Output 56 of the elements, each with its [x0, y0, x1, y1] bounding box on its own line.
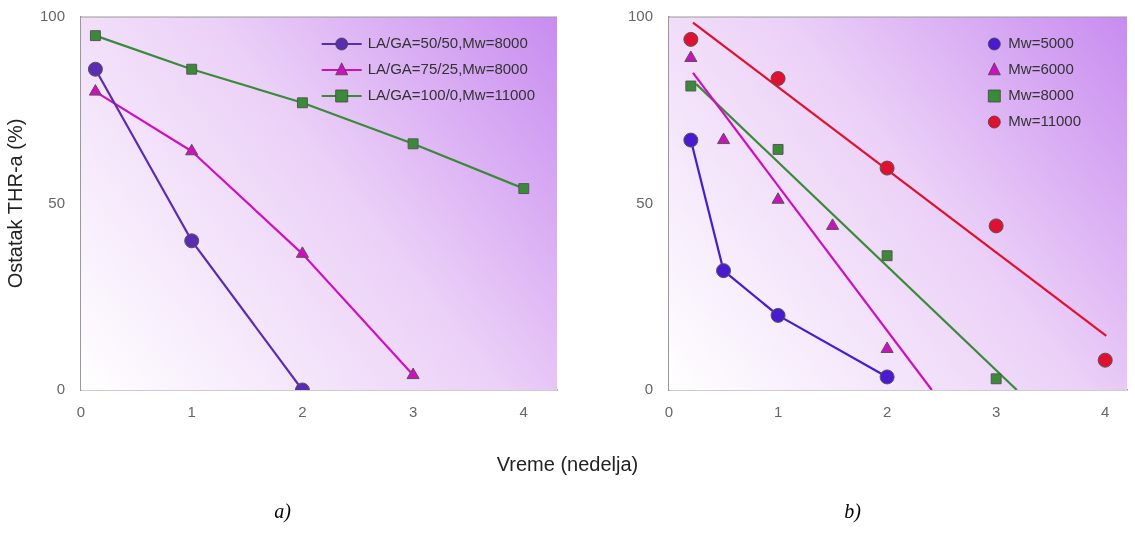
- x-tick-label: 3: [991, 403, 1001, 421]
- y-tick-label: 50: [636, 193, 654, 211]
- y-axis-title: Ostatak THR-a (%): [3, 118, 26, 289]
- point: [186, 63, 198, 75]
- x-tick-label: 0: [76, 403, 86, 421]
- legend-label: Mw=6000: [1008, 60, 1074, 78]
- x-axis-title: Vreme (nedelja): [495, 453, 640, 476]
- point: [407, 138, 419, 150]
- y-tick-label: 50: [48, 193, 66, 211]
- y-tick-label: 0: [644, 380, 654, 398]
- point: [988, 218, 1004, 234]
- point: [770, 71, 786, 87]
- x-tick-label: 1: [773, 403, 783, 421]
- point: [684, 50, 698, 63]
- legend-label: Mw=5000: [1008, 34, 1074, 52]
- legend-label: Mw=11000: [1008, 112, 1081, 130]
- text: a): [273, 500, 292, 523]
- point: [87, 61, 103, 77]
- point: [770, 307, 786, 323]
- point: [185, 143, 199, 156]
- point: [184, 233, 200, 249]
- point: [879, 160, 895, 176]
- x-tick-label: 2: [882, 403, 892, 421]
- point: [826, 218, 840, 230]
- point: [88, 84, 102, 96]
- point: [990, 373, 1002, 385]
- point: [1097, 352, 1113, 368]
- x-tick-label: 4: [519, 403, 528, 421]
- point: [880, 341, 894, 353]
- x-tick-label: 1: [187, 403, 196, 421]
- point: [881, 250, 893, 262]
- point: [296, 97, 308, 109]
- point: [518, 183, 530, 195]
- point: [716, 132, 731, 145]
- point: [685, 80, 697, 92]
- legend-label: LA/GA=50/50,Mw=8000: [367, 34, 528, 52]
- x-tick-label: 0: [664, 403, 674, 421]
- point: [406, 367, 420, 380]
- point: [772, 143, 784, 155]
- y-tick-label: 100: [628, 7, 654, 25]
- y-tick-label: 100: [40, 7, 66, 25]
- point: [683, 132, 699, 148]
- point: [716, 263, 732, 279]
- x-tick-label: 2: [298, 403, 307, 421]
- point: [683, 31, 699, 47]
- legend-label: LA/GA=75/25,Mw=8000: [367, 60, 528, 78]
- text: b): [843, 500, 862, 523]
- legend-label: Mw=8000: [1008, 86, 1074, 104]
- point: [771, 192, 785, 204]
- legend-label: LA/GA=100/0,Mw=11000: [367, 86, 536, 104]
- y-tick-label: 0: [56, 380, 66, 398]
- point: [879, 369, 895, 385]
- x-tick-label: 3: [408, 403, 418, 421]
- x-tick-label: 4: [1101, 403, 1110, 421]
- point: [89, 30, 101, 42]
- point: [295, 246, 309, 258]
